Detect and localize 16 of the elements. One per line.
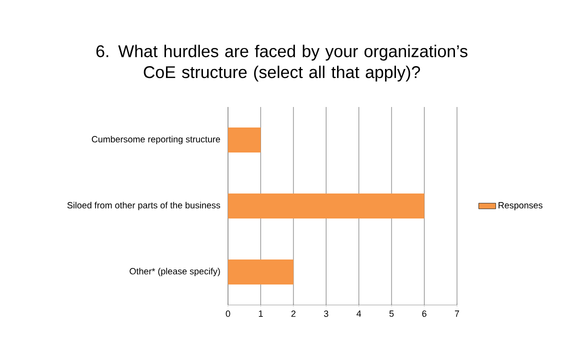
y-tick-label: Siloed from other parts of the business [67,202,220,210]
x-tick-label: 5 [389,310,394,317]
bar [228,194,424,218]
x-tick-label: 2 [291,310,296,317]
bar [228,260,294,284]
y-tick-label: Cumbersome reporting structure [92,136,220,144]
x-tick-label: 7 [454,310,460,317]
x-tick-label: 3 [324,310,328,317]
x-tick-label: 0 [226,310,230,317]
y-tick-label: Other* (please specify) [130,268,220,276]
chart-title: 6. What hurdles are faced by your organization’s CoE structure (select all that apply)? [96,44,468,82]
x-tick-label: 4 [356,310,362,317]
legend-label: Responses [498,202,542,210]
x-tick-label: 6 [422,310,426,317]
bar [228,128,261,152]
x-tick-label: 1 [258,310,263,317]
